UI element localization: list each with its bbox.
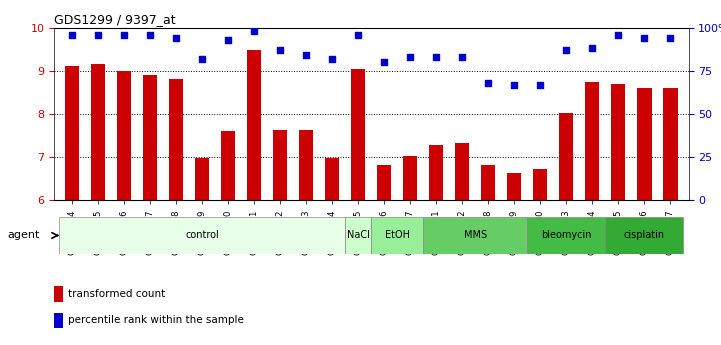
- Bar: [423, 217, 527, 254]
- Point: [353, 32, 364, 37]
- Point: [508, 82, 520, 87]
- Point: [639, 35, 650, 41]
- Bar: [247, 50, 262, 200]
- Point: [301, 52, 312, 58]
- Bar: [65, 66, 79, 200]
- Point: [144, 32, 156, 37]
- Point: [118, 32, 130, 37]
- Point: [613, 32, 624, 37]
- Point: [482, 80, 494, 86]
- Bar: [606, 217, 684, 254]
- Bar: [507, 173, 521, 200]
- Text: EtOH: EtOH: [385, 230, 410, 240]
- Bar: [351, 69, 366, 200]
- Text: cisplatin: cisplatin: [624, 230, 665, 240]
- Point: [456, 54, 468, 60]
- Point: [92, 32, 104, 37]
- Bar: [195, 158, 209, 200]
- Bar: [481, 165, 495, 200]
- Point: [249, 28, 260, 34]
- Bar: [559, 113, 573, 200]
- Text: control: control: [185, 230, 219, 240]
- Point: [171, 35, 182, 41]
- Point: [66, 32, 78, 37]
- Point: [534, 82, 546, 87]
- Bar: [371, 217, 423, 254]
- Bar: [299, 130, 314, 200]
- Bar: [54, 313, 63, 328]
- Point: [197, 56, 208, 61]
- Bar: [54, 286, 63, 302]
- Point: [587, 46, 598, 51]
- Bar: [221, 131, 236, 200]
- Bar: [429, 145, 443, 200]
- Text: percentile rank within the sample: percentile rank within the sample: [68, 315, 244, 325]
- Bar: [143, 75, 157, 200]
- Bar: [527, 217, 606, 254]
- Bar: [637, 88, 652, 200]
- Text: agent: agent: [7, 230, 40, 240]
- Text: MMS: MMS: [464, 230, 487, 240]
- Text: GDS1299 / 9397_at: GDS1299 / 9397_at: [54, 13, 176, 27]
- Point: [275, 47, 286, 53]
- Text: bleomycin: bleomycin: [541, 230, 592, 240]
- Bar: [585, 81, 599, 200]
- Point: [379, 59, 390, 65]
- Point: [223, 37, 234, 42]
- Point: [327, 56, 338, 61]
- Bar: [59, 217, 345, 254]
- Bar: [345, 217, 371, 254]
- Bar: [403, 156, 417, 200]
- Bar: [534, 169, 547, 200]
- Point: [665, 35, 676, 41]
- Bar: [273, 130, 288, 200]
- Point: [430, 54, 442, 60]
- Bar: [91, 64, 105, 200]
- Point: [404, 54, 416, 60]
- Bar: [611, 84, 626, 200]
- Point: [560, 47, 572, 53]
- Bar: [117, 71, 131, 200]
- Bar: [455, 143, 469, 200]
- Text: NaCl: NaCl: [347, 230, 370, 240]
- Bar: [663, 88, 678, 200]
- Bar: [169, 79, 183, 200]
- Bar: [325, 158, 340, 200]
- Text: transformed count: transformed count: [68, 289, 166, 299]
- Bar: [377, 165, 392, 200]
